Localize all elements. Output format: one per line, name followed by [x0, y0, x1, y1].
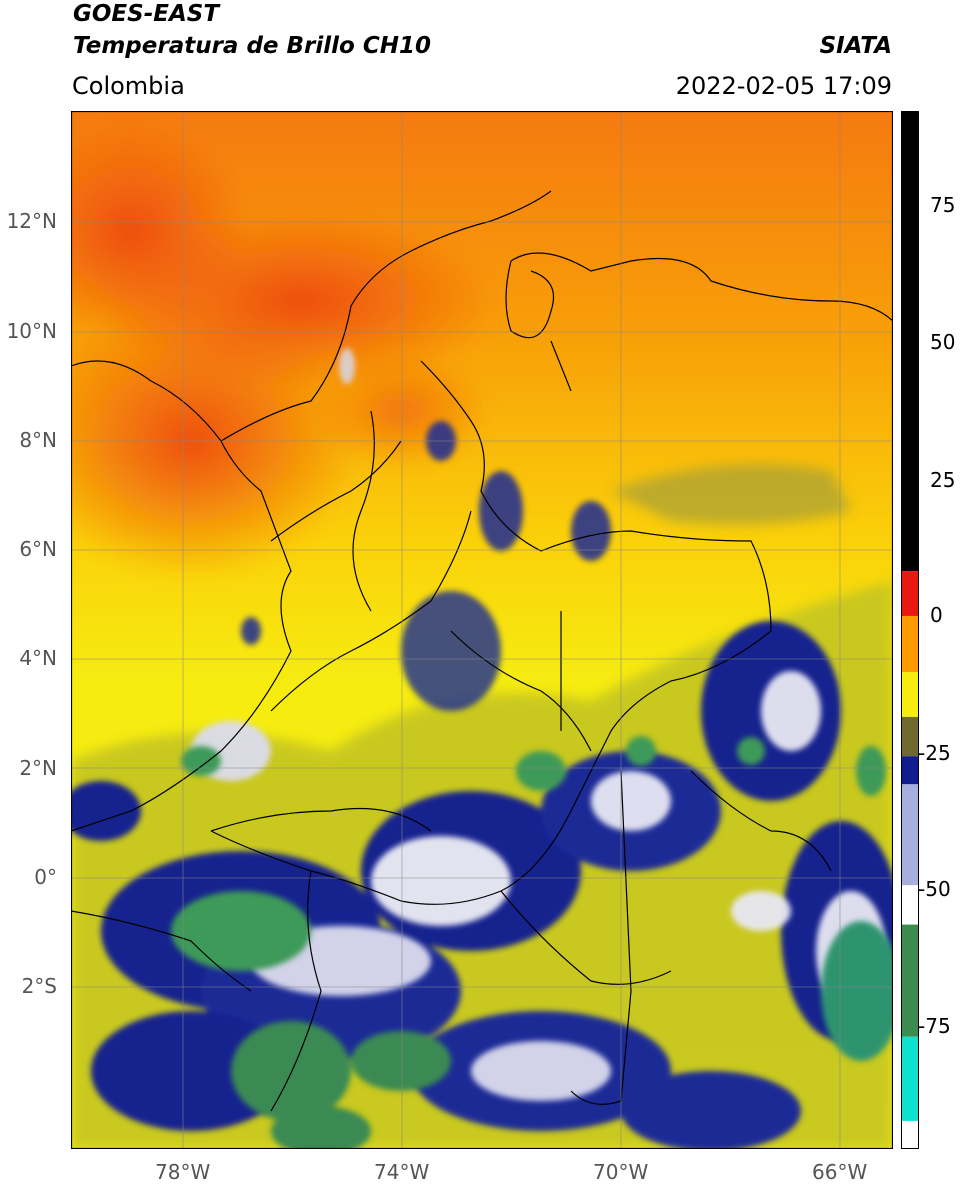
colorbar-tick-25: 25 — [930, 468, 956, 492]
colorbar-tick-0: 0 — [930, 603, 943, 627]
lon-tick-78w: 78°W — [155, 1160, 211, 1184]
colorbar-segment — [901, 615, 919, 673]
colorbar-segment — [901, 924, 919, 1037]
lat-tick-2s: 2°S — [21, 974, 57, 998]
product-title: Temperatura de Brillo CH10 — [73, 33, 431, 59]
colorbar-tick-75: 75 — [930, 193, 956, 217]
lat-tick-8n: 8°N — [19, 428, 57, 452]
colorbar-segment — [901, 571, 919, 616]
colorbar-segment — [901, 111, 919, 572]
colorbar-segment — [901, 1036, 919, 1121]
lon-tick-74w: 74°W — [374, 1160, 430, 1184]
cloud-field — [71, 348, 893, 1149]
colorbar-tick-50: 50 — [930, 330, 956, 354]
colorbar-tick-neg75: -75 — [918, 1014, 951, 1038]
lat-tick-0: 0° — [34, 865, 57, 889]
lat-tick-4n: 4°N — [19, 646, 57, 670]
map-frame — [71, 111, 893, 1149]
satellite-map — [71, 111, 893, 1149]
datetime-label: 2022-02-05 17:09 — [675, 72, 892, 100]
colorbar-tick-neg25: -25 — [918, 741, 951, 765]
colorbar-segment — [901, 784, 919, 886]
source-label: SIATA — [819, 33, 892, 59]
colorbar-segment — [901, 716, 919, 757]
colorbar-frame — [901, 111, 919, 1149]
lat-tick-12n: 12°N — [6, 209, 57, 233]
borders — [71, 190, 893, 1112]
lon-tick-66w: 66°W — [812, 1160, 868, 1184]
region-label: Colombia — [72, 72, 185, 100]
lat-tick-6n: 6°N — [19, 537, 57, 561]
colorbar-segment — [901, 672, 919, 717]
lon-tick-70w: 70°W — [593, 1160, 649, 1184]
lat-tick-2n: 2°N — [19, 756, 57, 780]
colorbar-segment — [901, 885, 919, 925]
colorbar-segment — [901, 1120, 919, 1149]
colorbar-tick-neg50: -50 — [918, 877, 951, 901]
colorbar-segment — [901, 756, 919, 785]
colorbar — [901, 111, 919, 1149]
graticule — [71, 111, 893, 1149]
lat-tick-10n: 10°N — [6, 319, 57, 343]
satellite-title: GOES-EAST — [73, 1, 220, 27]
